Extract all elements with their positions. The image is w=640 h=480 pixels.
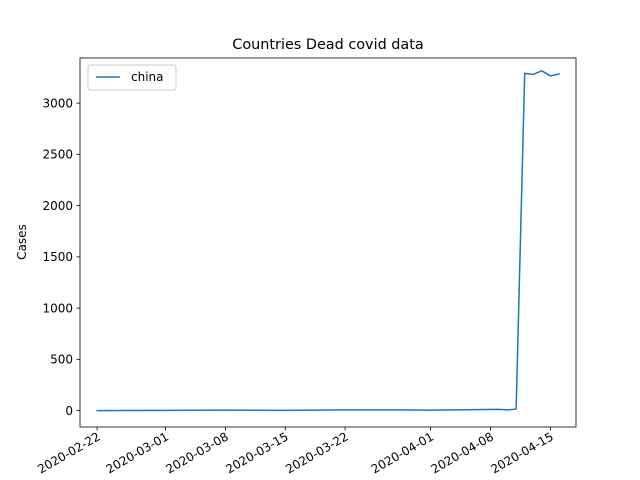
legend-box — [87, 64, 177, 91]
y-tick-label: 1500 — [42, 250, 73, 264]
chart-title: Countries Dead covid data — [232, 37, 423, 53]
y-tick-label: 2500 — [42, 148, 73, 162]
legend-label-china: china — [131, 70, 164, 84]
y-tick-label: 3000 — [42, 96, 73, 110]
series-line-china — [96, 70, 560, 412]
y-tick-label: 0 — [65, 404, 73, 418]
y-tick-label: 500 — [50, 353, 73, 367]
y-tick-label: 1000 — [42, 301, 73, 315]
axes-frame — [79, 57, 577, 428]
y-tick-label: 2000 — [42, 199, 73, 213]
y-axis-label: Cases — [15, 224, 29, 260]
legend: china — [87, 64, 177, 91]
